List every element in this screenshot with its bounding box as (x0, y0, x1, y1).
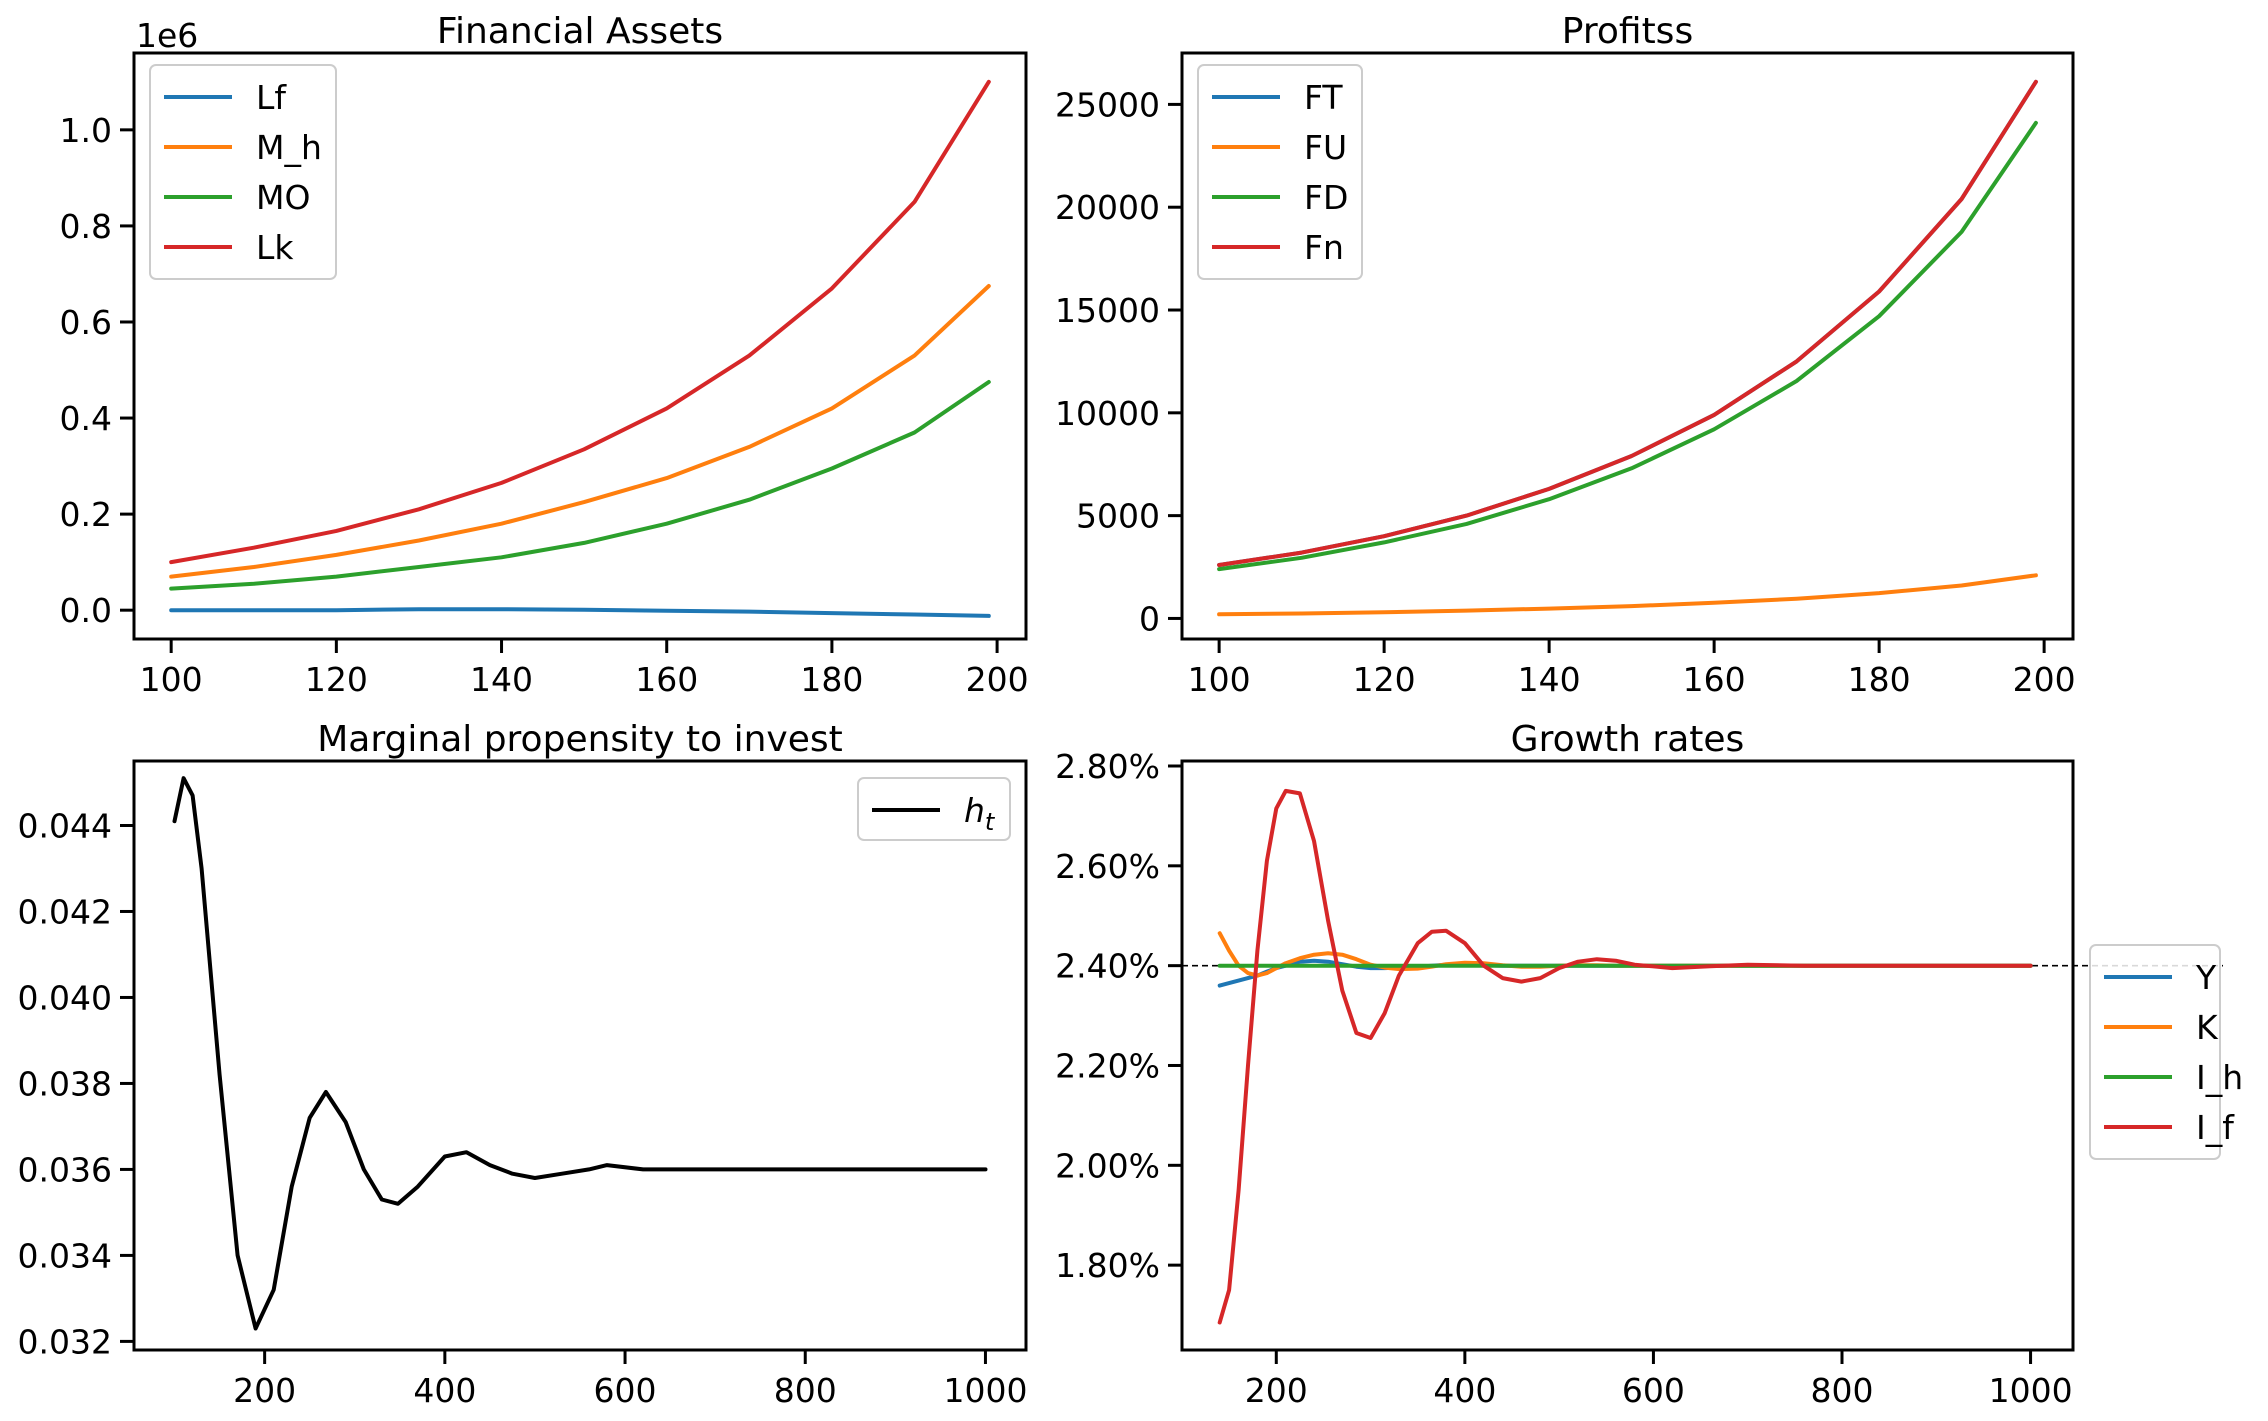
y-tick-label: 10000 (1055, 394, 1160, 433)
x-tick-label: 180 (800, 660, 863, 699)
chart-panel-4: 200 400 600 800 1000 1.80% 2.00% 2.20% 2.40% 2.60… (1055, 719, 2243, 1410)
y-tick-label: 2.60% (1055, 847, 1160, 886)
x-tick-label: 160 (1683, 660, 1746, 699)
legend-label-base: h (964, 791, 985, 830)
x-tick-label: 1000 (1989, 1371, 2073, 1410)
y-tick-label: 1.0 (60, 111, 112, 150)
y-tick-label: 0.038 (18, 1064, 112, 1103)
legend-label: M_h (256, 128, 322, 167)
axes-frame (132, 51, 1028, 641)
series-line-h-t (172, 776, 988, 1331)
y-tick-label: 0.0 (60, 591, 112, 630)
legend-label: Lf (256, 78, 287, 117)
series-line-i-f (1217, 788, 2033, 1325)
y-tick-label: 20000 (1055, 188, 1160, 227)
y-tick-label: 1.80% (1055, 1246, 1160, 1285)
chart-panel-2: 100 120 140 160 180 200 0 5000 10000 15000 20000 25… (1055, 11, 2076, 699)
axes-frame (132, 759, 1028, 1352)
legend-label: I_h (2196, 1058, 2243, 1097)
y-tick-label: 0.036 (18, 1150, 112, 1189)
chart-title: Profitss (1562, 11, 1693, 52)
x-tick-label: 120 (305, 660, 368, 699)
legend-box (149, 64, 337, 280)
legend-box (1197, 64, 1363, 280)
x-tick-label: 140 (470, 660, 533, 699)
x-tick-label: 1000 (943, 1371, 1027, 1410)
y-tick-label: 2.80% (1055, 747, 1160, 786)
x-tick-label: 140 (1518, 660, 1581, 699)
series-line-mo (169, 380, 991, 591)
x-tick-label: 200 (966, 660, 1029, 699)
series-line-fu (1217, 573, 2038, 617)
y-tick-label: 15000 (1055, 291, 1160, 330)
legend-label: K (2196, 1008, 2219, 1047)
legend-label: Lk (256, 228, 294, 267)
series-line-fn (1217, 79, 2038, 567)
x-tick-label: 800 (1811, 1371, 1874, 1410)
x-tick-label: 200 (2013, 660, 2076, 699)
x-tick-label: 800 (774, 1371, 837, 1410)
y-tick-label: 0.044 (18, 806, 112, 845)
y-tick-label: 0 (1139, 599, 1160, 638)
y-tick-label: 0.032 (18, 1322, 112, 1361)
axes-frame (1180, 51, 2075, 641)
x-tick-label: 100 (140, 660, 203, 699)
x-tick-label: 180 (1848, 660, 1911, 699)
legend-label: FD (1304, 178, 1348, 217)
y-tick-label: 2.00% (1055, 1146, 1160, 1185)
y-tick-label: 0.034 (18, 1236, 112, 1275)
x-tick-label: 400 (1433, 1371, 1496, 1410)
series-line-lk (169, 79, 991, 565)
y-tick-label: 25000 (1055, 85, 1160, 124)
y-tick-label: 5000 (1076, 497, 1160, 536)
chart-title: Growth rates (1511, 719, 1745, 760)
series-line-fd (1217, 120, 2038, 572)
legend: FT FU FD Fn (1197, 64, 1363, 280)
legend: YK I_h I_f (2089, 944, 2243, 1160)
chart-title: Marginal propensity to invest (317, 719, 843, 760)
legend-label: FU (1304, 128, 1347, 167)
y-tick-label: 0.8 (60, 207, 112, 246)
legend-label: I_f (2196, 1108, 2235, 1147)
legend: ht (857, 777, 1011, 841)
legend-label: MO (256, 178, 310, 217)
legend-label: ht (964, 791, 996, 836)
chart-panel-1: 100 120 140 160 180 200 0.0 0.2 0.4 0.6 0.8 1.0 Fina… (60, 11, 1029, 699)
legend-label-subscript: t (985, 808, 996, 836)
x-tick-label: 400 (413, 1371, 476, 1410)
x-tick-label: 600 (594, 1371, 657, 1410)
legend-box (2089, 944, 2221, 1160)
y-tick-label: 0.4 (60, 399, 112, 438)
axis-offset-text: 1e6 (136, 16, 198, 55)
y-tick-label: 0.2 (60, 495, 112, 534)
axes-frame (1180, 759, 2075, 1352)
series-line-lf (169, 607, 991, 618)
legend-label: Fn (1304, 228, 1344, 267)
y-tick-label: 0.6 (60, 303, 112, 342)
x-tick-label: 160 (635, 660, 698, 699)
y-tick-label: 2.40% (1055, 947, 1160, 986)
chart-title: Financial Assets (437, 11, 723, 52)
chart-panel-3: 200 400 600 800 1000 0.032 0.034 0.036 0.038 0.04… (18, 719, 1028, 1410)
series-line-m-h (169, 284, 991, 579)
y-tick-label: 2.20% (1055, 1046, 1160, 1085)
legend: Lf M_h MO Lk (149, 64, 337, 280)
y-tick-label: 0.042 (18, 892, 112, 931)
x-tick-label: 200 (233, 1371, 296, 1410)
x-tick-label: 100 (1188, 660, 1251, 699)
legend-label: FT (1304, 78, 1343, 117)
y-tick-label: 0.040 (18, 978, 112, 1017)
x-tick-label: 200 (1245, 1371, 1308, 1410)
x-tick-label: 600 (1622, 1371, 1685, 1410)
x-tick-label: 120 (1353, 660, 1416, 699)
legend-label: Y (2195, 958, 2217, 997)
